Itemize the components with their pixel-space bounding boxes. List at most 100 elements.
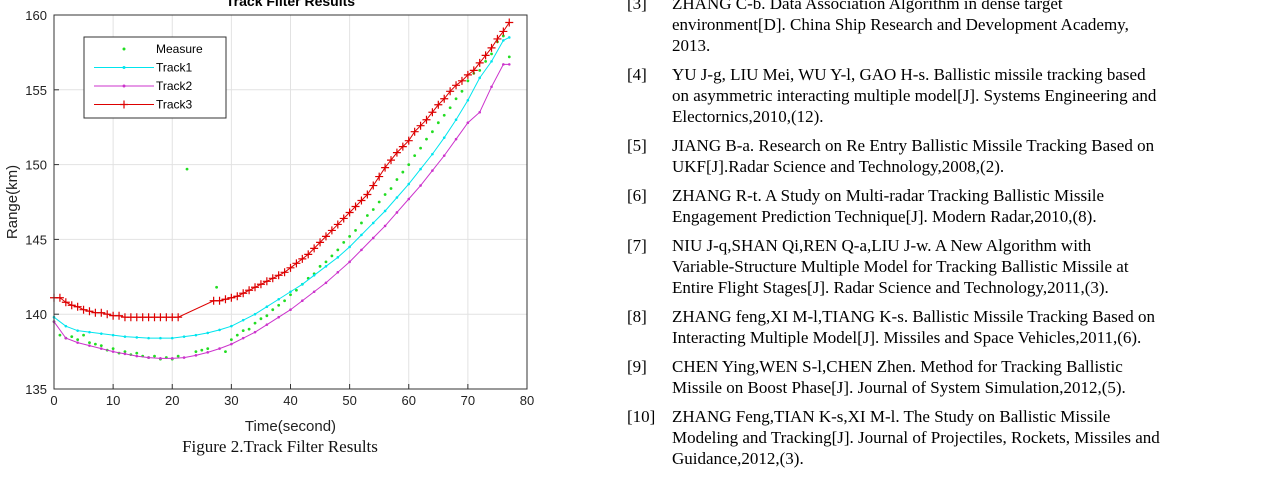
data-point-track2 xyxy=(111,350,115,353)
data-point-track1 xyxy=(147,336,150,340)
y-tick-label: 145 xyxy=(25,232,47,247)
data-point-track2 xyxy=(312,290,316,294)
data-point-measure xyxy=(442,113,446,117)
data-point-track2 xyxy=(348,260,351,264)
data-point-track1 xyxy=(312,274,316,277)
data-point-track3 xyxy=(79,305,88,314)
data-point-track2 xyxy=(490,85,493,89)
data-point-measure xyxy=(253,321,257,325)
data-point-track2 xyxy=(431,169,434,172)
y-axis-label: Range(km) xyxy=(4,165,21,239)
reference-line: JIANG B-a. Research on Re Entry Ballisti… xyxy=(672,136,1155,155)
data-point-measure xyxy=(200,348,204,352)
data-point-track1 xyxy=(383,209,387,213)
data-point-measure xyxy=(448,106,452,110)
reference-line: Modeling and Tracking[J]. Journal of Pro… xyxy=(672,428,1160,447)
data-point-measure xyxy=(99,344,103,348)
data-point-track3 xyxy=(298,254,307,263)
data-point-track1 xyxy=(123,335,127,338)
reference-number: [9] xyxy=(627,357,647,376)
data-point-track1 xyxy=(253,312,257,316)
data-point-track2 xyxy=(383,224,387,228)
data-point-track1 xyxy=(159,336,162,340)
data-point-track1 xyxy=(454,118,458,122)
data-point-track1 xyxy=(419,167,422,171)
data-point-measure xyxy=(259,317,263,321)
y-tick-label: 140 xyxy=(25,307,47,322)
x-tick-label: 40 xyxy=(283,393,297,408)
data-point-measure xyxy=(354,229,357,232)
reference-text: ZHANG Feng,TIAN K-s,XI M-l. The Study on… xyxy=(672,406,1240,469)
data-point-track3 xyxy=(85,307,94,316)
data-point-track1 xyxy=(289,290,292,294)
data-point-track1 xyxy=(431,152,434,156)
data-point-track3 xyxy=(493,34,502,43)
data-point-measure xyxy=(454,97,458,101)
data-point-track1 xyxy=(64,324,68,328)
x-tick-label: 0 xyxy=(50,393,57,408)
x-axis-label: Time(second) xyxy=(245,418,336,435)
reference-line: 2013. xyxy=(672,36,711,55)
y-tick-label: 150 xyxy=(25,158,47,173)
reference-line: ZHANG C-b. Data Association Algorithm in… xyxy=(672,0,1063,13)
data-point-track1 xyxy=(100,332,103,335)
data-point-track3 xyxy=(463,70,472,79)
data-point-track3 xyxy=(339,214,348,223)
data-point-track1 xyxy=(241,318,245,322)
y-tick-label: 135 xyxy=(25,382,47,397)
reference-item: [5] JIANG B-a. Research on Re Entry Balli… xyxy=(627,135,1240,177)
reference-line: Engagement Prediction Technique[J]. Mode… xyxy=(672,207,1097,226)
data-point-track2 xyxy=(147,356,150,359)
data-point-track3 xyxy=(115,311,124,320)
data-point-measure xyxy=(371,208,375,211)
data-point-track2 xyxy=(76,341,79,344)
x-tick-label: 50 xyxy=(342,393,356,408)
data-point-track1 xyxy=(206,331,210,335)
reference-number: [4] xyxy=(627,65,647,84)
data-point-measure xyxy=(235,333,239,337)
data-point-track2 xyxy=(64,336,68,340)
data-point-measure xyxy=(185,167,189,171)
x-tick-label: 20 xyxy=(165,393,179,408)
data-point-track2 xyxy=(265,323,269,326)
data-point-track3 xyxy=(345,208,354,217)
data-point-track3 xyxy=(174,313,183,322)
data-point-track3 xyxy=(381,163,390,172)
data-point-track2 xyxy=(395,211,399,214)
reference-line: YU J-g, LIU Mei, WU Y-l, GAO H-s. Ballis… xyxy=(672,65,1146,84)
data-point-track3 xyxy=(375,172,384,181)
data-point-track3 xyxy=(97,308,106,317)
data-point-measure xyxy=(271,308,275,312)
data-point-measure xyxy=(501,34,505,38)
reference-list: [3] ZHANG C-b. Data Association Algorithm… xyxy=(627,0,1240,477)
data-point-track1 xyxy=(111,333,115,337)
data-point-track3 xyxy=(387,156,396,165)
legend-label-measure: Measure xyxy=(156,42,203,56)
data-point-track1 xyxy=(466,98,470,102)
reference-line: Variable-Structure Multiple Model for Tr… xyxy=(672,257,1129,276)
data-point-track1 xyxy=(324,265,328,268)
data-point-track3 xyxy=(446,87,455,96)
data-point-track3 xyxy=(215,296,224,305)
data-point-track2 xyxy=(241,336,245,340)
data-point-measure xyxy=(336,248,340,252)
data-point-track1 xyxy=(194,333,198,337)
y-tick-label: 160 xyxy=(25,8,47,23)
reference-line: Missile on Boost Phase[J]. Journal of Sy… xyxy=(672,378,1126,397)
reference-line: NIU J-q,SHAN Qi,REN Q-a,LIU J-w. A New A… xyxy=(672,236,1092,255)
reference-number: [10] xyxy=(627,407,656,426)
data-point-track2 xyxy=(206,351,210,354)
data-point-measure xyxy=(123,350,127,353)
reference-item: [9] CHEN Ying,WEN S-l,CHEN Zhen. Method f… xyxy=(627,356,1240,398)
legend-marker-track1 xyxy=(122,66,126,69)
reference-text: NIU J-q,SHAN Qi,REN Q-a,LIU J-w. A New A… xyxy=(672,235,1240,298)
x-tick-label: 10 xyxy=(106,393,120,408)
reference-line: Electornics,2010,(12). xyxy=(672,107,824,126)
data-point-track3 xyxy=(469,66,478,75)
reference-text: CHEN Ying,WEN S-l,CHEN Zhen. Method for … xyxy=(672,356,1240,398)
data-point-measure xyxy=(348,235,352,238)
data-point-track1 xyxy=(348,245,351,249)
data-point-track3 xyxy=(268,274,277,283)
data-point-track1 xyxy=(478,76,482,80)
data-point-track3 xyxy=(481,51,490,60)
